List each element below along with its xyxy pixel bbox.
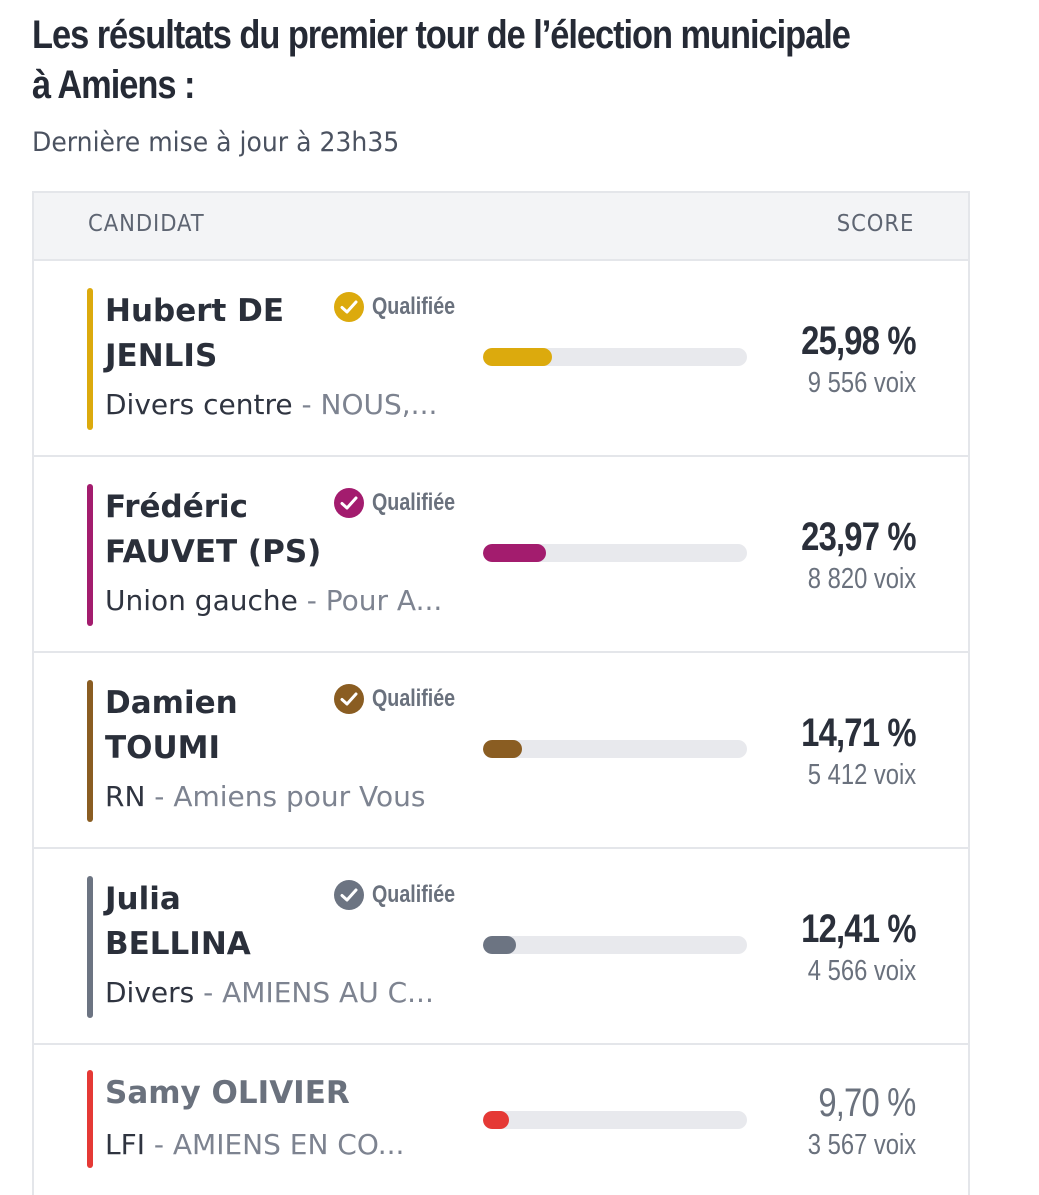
score-percent: 14,71 % (801, 711, 916, 755)
party-color-bar (87, 288, 93, 430)
party-color-bar (87, 484, 93, 626)
nuance: LFI (105, 1128, 145, 1161)
column-candidat: CANDIDAT (88, 211, 205, 237)
nuance: RN (105, 780, 146, 813)
vote-count: 5 412 voix (807, 759, 916, 791)
score-bar-fill (483, 740, 522, 758)
score-bar-track (483, 936, 747, 954)
candidate-party: RN - Amiens pour Vous (105, 780, 426, 813)
candidate-row[interactable]: Frédéric FAUVET (PS) Qualifiée Union gau… (34, 457, 968, 653)
qualified-label: Qualifiée (372, 881, 456, 908)
candidate-party: Divers centre - NOUS,... (105, 388, 438, 421)
qualified-label: Qualifiée (372, 293, 456, 320)
page-title: Les résultats du premier tour de l’élect… (32, 13, 851, 107)
candidate-party: LFI - AMIENS EN CO... (105, 1128, 405, 1161)
check-circle-icon (334, 292, 364, 322)
vote-count: 8 820 voix (807, 563, 916, 595)
score-percent: 23,97 % (801, 515, 916, 559)
candidate-name: Hubert DE JENLIS (105, 293, 285, 374)
score-percent: 25,98 % (801, 319, 916, 363)
score-bar-fill (483, 544, 547, 562)
column-score: SCORE (836, 211, 914, 237)
party-color-bar (87, 876, 93, 1018)
score-bar-fill (483, 936, 516, 954)
nuance: Union gauche (105, 584, 298, 617)
candidate-party: Union gauche - Pour A... (105, 584, 443, 617)
candidate-party: Divers - AMIENS AU C... (105, 976, 434, 1009)
score-percent: 9,70 % (818, 1081, 917, 1125)
candidate-name: Frédéric FAUVET (PS) (105, 489, 322, 570)
vote-count: 4 566 voix (807, 955, 916, 987)
check-circle-icon (334, 488, 364, 518)
nuance: Divers centre (105, 388, 293, 421)
score-bar-fill (483, 348, 552, 366)
check-circle-icon (334, 880, 364, 910)
score-bar-track (483, 740, 747, 758)
candidate-row[interactable]: Julia BELLINA Qualifiée Divers - AMIENS … (34, 849, 968, 1045)
score-bar-track (483, 348, 747, 366)
nuance: Divers (105, 976, 195, 1009)
list-name: Amiens pour Vous (173, 780, 426, 813)
qualified-badge: Qualifiée (334, 684, 473, 714)
candidate-name: Damien TOUMI (105, 685, 238, 766)
list-name: AMIENS AU C... (222, 976, 434, 1009)
candidate-row[interactable]: Samy OLIVIER LFI - AMIENS EN CO... 9,70 … (34, 1045, 968, 1195)
qualified-label: Qualifiée (372, 685, 456, 712)
vote-count: 3 567 voix (807, 1129, 916, 1161)
score-bar-track (483, 1111, 747, 1129)
last-update: Dernière mise à jour à 23h35 (32, 127, 400, 158)
qualified-label: Qualifiée (372, 489, 456, 516)
results-table: CANDIDAT SCORE Hubert DE JENLIS Qualifié… (32, 191, 970, 1195)
vote-count: 9 556 voix (807, 367, 916, 399)
candidate-row[interactable]: Hubert DE JENLIS Qualifiée Divers centre… (34, 261, 968, 457)
candidate-name: Samy OLIVIER (105, 1075, 350, 1111)
score-percent: 12,41 % (801, 907, 916, 951)
list-name: AMIENS EN CO... (172, 1128, 405, 1161)
party-color-bar (87, 680, 93, 822)
qualified-badge: Qualifiée (334, 880, 473, 910)
candidate-name: Julia BELLINA (105, 881, 251, 962)
party-color-bar (87, 1070, 93, 1168)
qualified-badge: Qualifiée (334, 292, 473, 322)
list-name: Pour A... (325, 584, 443, 617)
score-bar-track (483, 544, 747, 562)
qualified-badge: Qualifiée (334, 488, 473, 518)
table-header: CANDIDAT SCORE (34, 193, 968, 261)
check-circle-icon (334, 684, 364, 714)
candidate-row[interactable]: Damien TOUMI Qualifiée RN - Amiens pour … (34, 653, 968, 849)
list-name: NOUS,... (320, 388, 438, 421)
score-bar-fill (483, 1111, 509, 1129)
